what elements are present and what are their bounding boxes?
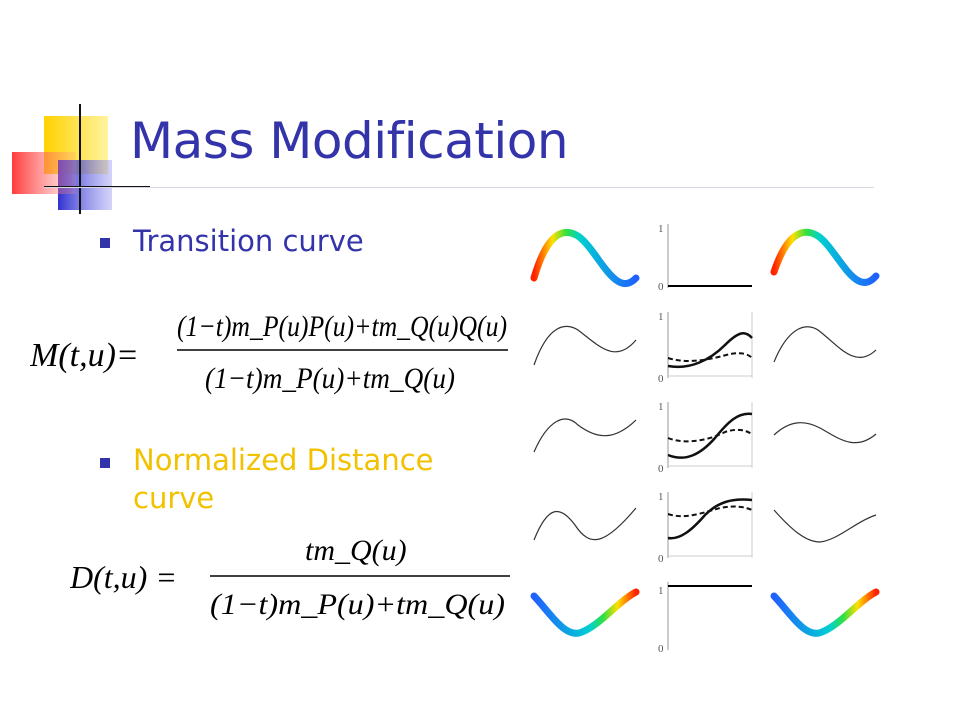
equation-m: M(t,u)= (1−t)m_P(u)P(u)+tm_Q(u)Q(u) (1−t… (30, 310, 508, 395)
bullet-normalized-distance-line1: Normalized Distance (133, 443, 434, 477)
mass-plot-5: 1 0 (658, 582, 752, 655)
tick-label: 1 (658, 311, 664, 323)
equation-m-numerator: (1−t)m_P(u)P(u)+tm_Q(u)Q(u) (177, 310, 507, 343)
colored-curve-q-left (530, 588, 640, 637)
colored-curve-p-left (530, 228, 640, 287)
equation-m-lhs: M(t,u)= (30, 337, 139, 374)
equation-d: D(t,u) = tm_Q(u) (1−t)m_P(u)+tm_Q(u) (70, 534, 510, 621)
thin-curve (773, 422, 877, 444)
mass-modification-figure: 1 0 1 0 1 0 1 0 1 (530, 223, 880, 655)
bullet-marker (100, 238, 110, 248)
colored-curve-p-right (770, 228, 880, 286)
bullet-transition-curve: Transition curve (133, 224, 364, 258)
mass-curve-solid (667, 412, 753, 459)
mass-curve-solid (667, 332, 753, 369)
tick-label: 1 (658, 223, 664, 235)
mass-curve-dashed (667, 505, 753, 518)
tick-label: 0 (658, 553, 664, 565)
tick-label: 0 (658, 373, 664, 385)
colored-curve-q-right (770, 588, 880, 637)
title-underline (44, 187, 874, 188)
thin-curve (773, 326, 877, 363)
mass-plot-3: 1 0 (658, 401, 753, 475)
mass-plot-2: 1 0 (658, 311, 753, 385)
thin-curve (533, 418, 637, 453)
mass-plot-4: 1 0 (658, 491, 753, 565)
mass-curve-dashed (667, 428, 753, 443)
tick-label: 1 (658, 401, 664, 413)
bullet-marker (100, 458, 110, 468)
mass-curve-dashed (667, 352, 753, 362)
slide-title: Mass Modification (130, 112, 569, 170)
mass-curve-solid (667, 498, 753, 540)
thin-curve (533, 325, 637, 366)
equation-d-numerator: tm_Q(u) (305, 534, 407, 567)
bullet-normalized-distance-line2: curve (133, 481, 215, 515)
tick-label: 1 (658, 491, 664, 503)
mass-plot-1: 1 0 (658, 223, 752, 293)
thin-curve (533, 507, 637, 541)
equation-m-denominator: (1−t)m_P(u)+tm_Q(u) (205, 362, 455, 395)
tick-label: 1 (658, 585, 664, 597)
thin-curve (773, 509, 877, 543)
equation-d-denominator: (1−t)m_P(u)+tm_Q(u) (210, 588, 505, 621)
tick-label: 0 (658, 281, 664, 293)
equation-d-lhs: D(t,u) = (70, 559, 177, 595)
tick-label: 0 (658, 643, 664, 655)
tick-label: 0 (658, 463, 664, 475)
